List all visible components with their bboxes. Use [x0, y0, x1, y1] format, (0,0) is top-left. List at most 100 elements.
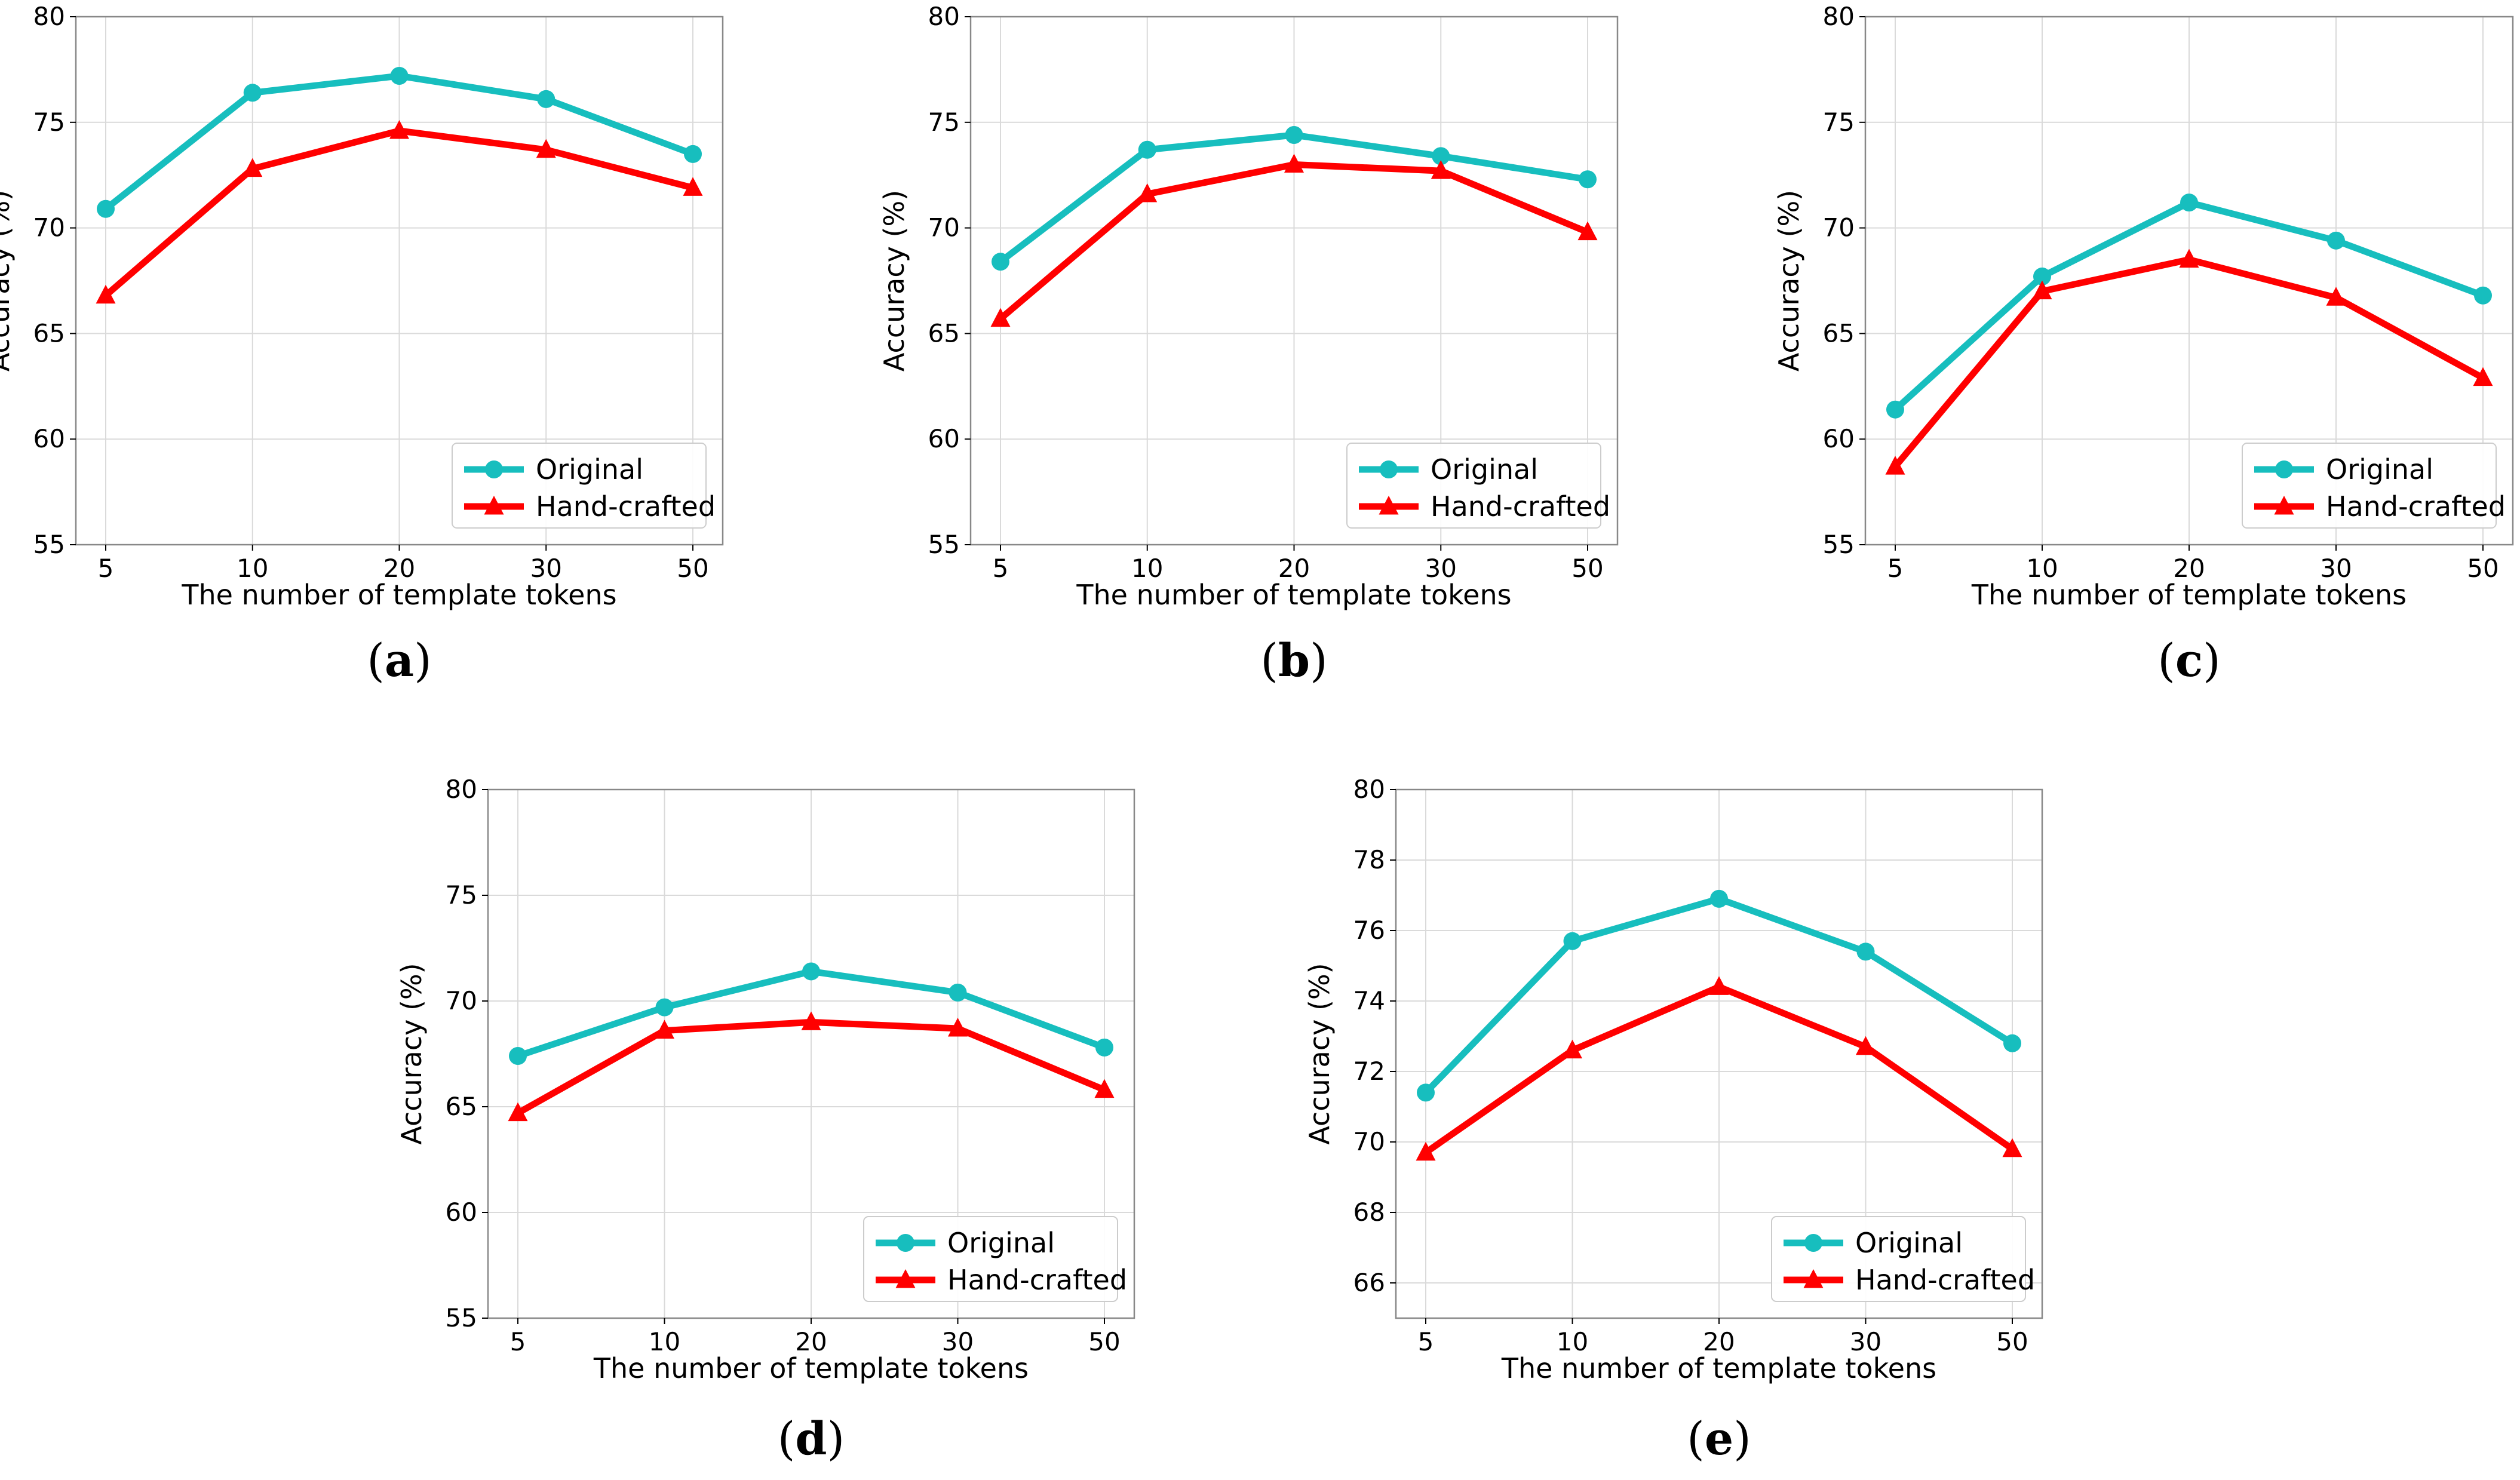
- x-tick-label: 50: [1571, 554, 1603, 583]
- y-tick-label: 65: [928, 318, 960, 348]
- data-point-original: [1579, 170, 1597, 189]
- data-point-hand-crafted: [948, 1018, 968, 1037]
- data-point-hand-crafted: [1577, 221, 1598, 241]
- y-tick-label: 74: [1353, 986, 1385, 1015]
- legend-label: Original: [947, 1227, 1055, 1259]
- legend-label: Hand-crafted: [2326, 490, 2506, 523]
- y-tick-label: 55: [1823, 530, 1855, 559]
- data-point-original: [1417, 1083, 1435, 1102]
- x-tick-label: 10: [237, 554, 268, 583]
- legend-marker-original: [897, 1234, 914, 1252]
- legend-label: Hand-crafted: [1855, 1264, 2035, 1296]
- data-point-original: [1432, 147, 1450, 165]
- data-point-original: [2003, 1034, 2021, 1052]
- legend-marker-original: [2275, 460, 2293, 478]
- data-point-original: [1138, 140, 1156, 159]
- y-tick-label: 60: [1823, 424, 1855, 453]
- y-tick-label: 70: [446, 986, 477, 1015]
- legend-marker-original: [485, 460, 503, 478]
- legend-label: Hand-crafted: [536, 490, 716, 523]
- legend-label: Hand-crafted: [1431, 490, 1610, 523]
- legend-marker-hand-crafted: [895, 1269, 916, 1288]
- y-tick-label: 55: [446, 1303, 477, 1332]
- legend-label: Original: [2326, 453, 2433, 486]
- y-axis-label: Accuracy (%): [878, 190, 910, 371]
- x-tick-label: 50: [2467, 554, 2498, 583]
- data-point-original: [802, 962, 820, 981]
- data-point-original: [655, 998, 674, 1017]
- subfigure-caption: (c): [2157, 634, 2221, 687]
- data-point-hand-crafted: [389, 119, 409, 139]
- data-point-hand-crafted: [655, 1020, 674, 1039]
- data-point-hand-crafted: [1709, 976, 1729, 995]
- y-tick-label: 60: [33, 424, 65, 453]
- data-point-hand-crafted: [1431, 160, 1451, 179]
- x-tick-label: 30: [1850, 1327, 1881, 1356]
- legend-label: Hand-crafted: [947, 1264, 1127, 1296]
- x-tick-label: 5: [98, 554, 114, 583]
- y-tick-label: 75: [1823, 108, 1855, 137]
- y-tick-label: 75: [928, 108, 960, 137]
- data-point-original: [2033, 267, 2051, 285]
- y-tick-label: 60: [928, 424, 960, 453]
- chart-d: 55 60 65 70 75 80 5 10 20 30 50 The number of templ…: [395, 775, 1135, 1465]
- y-tick-label: 65: [446, 1092, 477, 1121]
- y-axis-label: Accuracy (%): [1303, 963, 1336, 1144]
- data-point-hand-crafted: [1563, 1039, 1582, 1059]
- y-tick-label: 72: [1353, 1057, 1385, 1086]
- chart-e: 66 68 70 72 74 76 78 80 5 10 20 30 50 The number of t…: [1303, 775, 2043, 1465]
- data-point-hand-crafted: [1137, 183, 1158, 202]
- y-axis-label: Accuracy (%): [395, 963, 428, 1144]
- x-axis-label: The number of template tokens: [1501, 1352, 1936, 1384]
- data-point-hand-crafted: [1885, 456, 1905, 475]
- data-point-original: [537, 90, 555, 108]
- data-point-hand-crafted: [683, 177, 703, 196]
- x-axis-label: The number of template tokens: [181, 579, 616, 611]
- data-point-hand-crafted: [2473, 367, 2493, 386]
- data-point-hand-crafted: [990, 308, 1011, 327]
- y-tick-label: 66: [1353, 1268, 1385, 1297]
- y-tick-label: 80: [1353, 775, 1385, 804]
- x-tick-label: 10: [649, 1327, 680, 1356]
- x-tick-label: 5: [1418, 1327, 1434, 1356]
- legend-marker-original: [1380, 460, 1398, 478]
- data-point-hand-crafted: [1094, 1079, 1115, 1098]
- legend-marker-hand-crafted: [1803, 1269, 1824, 1288]
- data-point-hand-crafted: [2002, 1138, 2022, 1157]
- data-point-hand-crafted: [2326, 287, 2346, 306]
- data-point-original: [1285, 126, 1303, 145]
- y-tick-label: 55: [33, 530, 65, 559]
- y-axis-label: Accuracy (%): [0, 190, 16, 371]
- y-tick-label: 70: [33, 213, 65, 242]
- data-point-hand-crafted: [801, 1011, 821, 1030]
- chart-c: 55 60 65 70 75 80 5 10 20 30 50 The number of templ…: [1773, 2, 2514, 687]
- x-axis-label: The number of template tokens: [593, 1352, 1029, 1384]
- x-tick-label: 30: [530, 554, 562, 583]
- data-point-hand-crafted: [1284, 153, 1304, 173]
- data-point-original: [2327, 231, 2345, 250]
- x-tick-label: 30: [1425, 554, 1457, 583]
- y-tick-label: 70: [928, 213, 960, 242]
- data-point-original: [992, 253, 1009, 271]
- x-tick-label: 50: [677, 554, 708, 583]
- y-tick-label: 80: [33, 2, 65, 31]
- data-point-hand-crafted: [96, 284, 116, 304]
- data-point-hand-crafted: [243, 158, 263, 177]
- x-tick-label: 20: [2173, 554, 2205, 583]
- x-tick-label: 10: [1131, 554, 1163, 583]
- y-tick-label: 70: [1823, 213, 1855, 242]
- data-point-original: [2180, 194, 2198, 212]
- subfigure-caption: (e): [1687, 1412, 1751, 1465]
- legend-label: Original: [1855, 1227, 1963, 1259]
- y-tick-label: 75: [446, 880, 477, 910]
- data-point-original: [243, 84, 262, 102]
- data-point-original: [2474, 286, 2492, 305]
- y-tick-label: 80: [446, 775, 477, 804]
- x-tick-label: 5: [510, 1327, 526, 1356]
- y-tick-label: 65: [33, 318, 65, 348]
- x-tick-label: 50: [1088, 1327, 1120, 1356]
- x-tick-label: 5: [993, 554, 1009, 583]
- legend-label: Original: [536, 453, 643, 486]
- data-point-hand-crafted: [1416, 1141, 1436, 1161]
- subfigure-caption: (b): [1260, 634, 1327, 687]
